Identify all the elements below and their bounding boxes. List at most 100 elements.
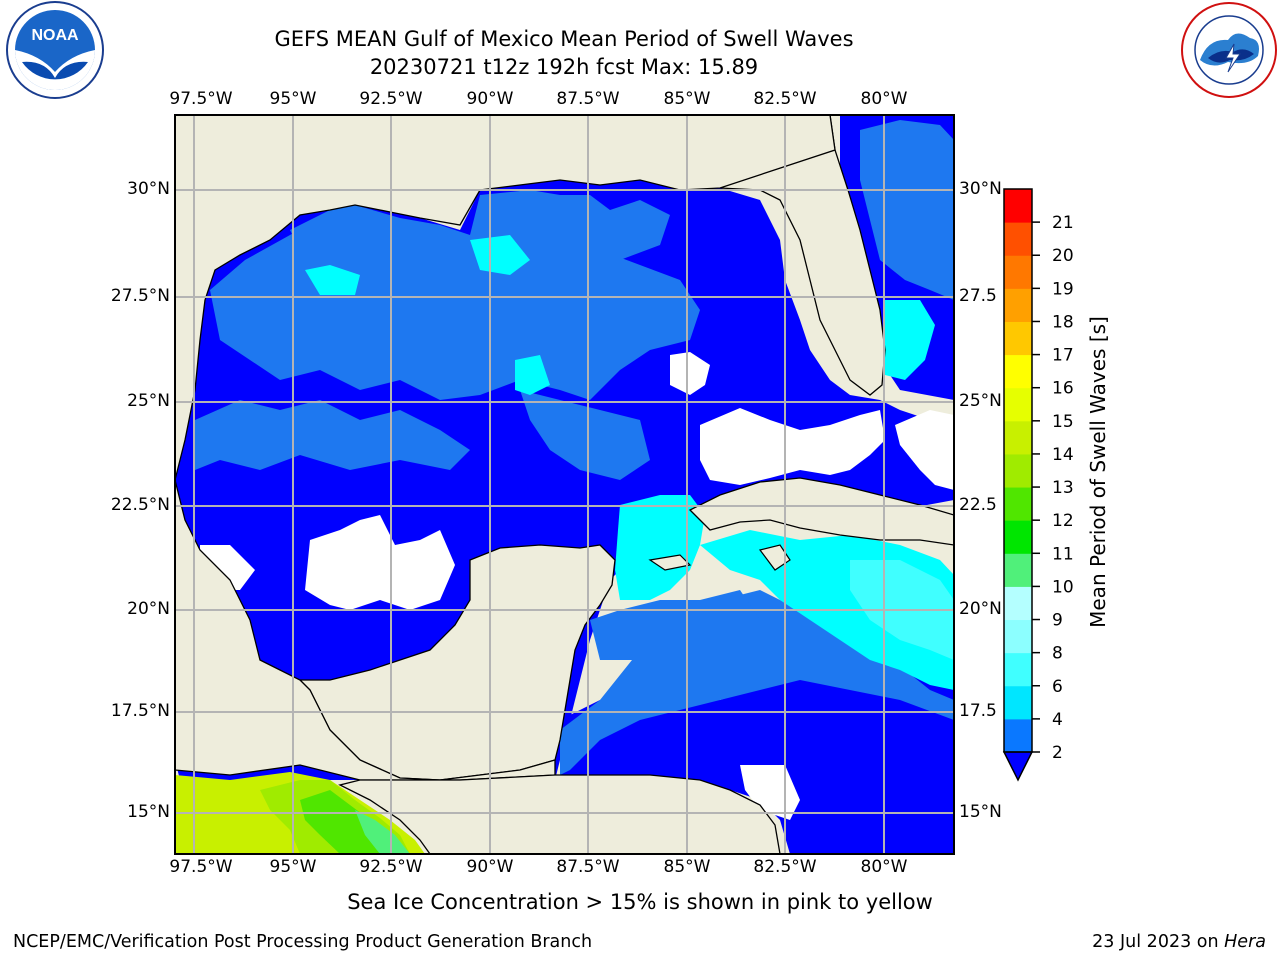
colorbar-tick-label: 14 (1052, 445, 1074, 465)
colorbar-segment (1004, 520, 1032, 554)
lat-label-left: 20°N (127, 599, 170, 619)
cyan-gulf-nw (305, 265, 360, 295)
colorbar: 2 4 6 8 9 10 11 12 13 14 15 16 17 18 19 20 21 (1002, 188, 1074, 782)
chart-title: GEFS MEAN Gulf of Mexico Mean Period of … (274, 27, 854, 51)
graticule (175, 115, 954, 854)
lon-label-bottom: 87.5°W (556, 857, 620, 877)
land-hispaniola (758, 544, 791, 571)
cyan-yucatan (615, 495, 705, 600)
colorbar-label: Mean Period of Swell Waves [s] (1086, 316, 1110, 628)
mid-blue-west (195, 400, 470, 470)
colorbar-segment (1004, 685, 1032, 720)
lon-label-top: 95°W (269, 89, 317, 109)
mid-blue-center (520, 390, 650, 480)
lon-label-top: 92.5°W (359, 89, 423, 109)
colorbar-tick-label: 18 (1052, 312, 1074, 332)
land-west-mexico (175, 479, 556, 781)
lat-label-right: 25°N (959, 391, 1002, 411)
mid-blue-caribbean2 (590, 590, 760, 660)
colorbar-tick-label: 15 (1052, 412, 1074, 432)
lon-label-bottom: 97.5°W (169, 857, 233, 877)
sea-ice-note: Sea Ice Concentration > 15% is shown in … (347, 890, 933, 914)
colorbar-segment (1004, 354, 1032, 389)
lat-label-right: 20°N (959, 599, 1002, 619)
lon-label-top: 82.5°W (753, 89, 817, 109)
nodata-straits (700, 408, 885, 485)
noaa-logo: NOAA (0, 0, 110, 105)
colorbar-tick-label: 10 (1052, 577, 1074, 597)
colorbar-tick-label: 11 (1052, 544, 1074, 564)
mid-blue-north2 (290, 190, 670, 280)
colorbar-segment (1004, 288, 1032, 322)
colorbar-segment (1004, 321, 1032, 356)
lon-label-top: 90°W (466, 89, 514, 109)
land-cuba (688, 477, 954, 546)
lat-label-left: 22.5°N (110, 495, 170, 515)
colorbar-tick-label: 19 (1052, 279, 1074, 299)
colorbar-tick-label: 21 (1052, 213, 1074, 233)
footer-host: Hera (1224, 932, 1266, 952)
colorbar-tick-label: 2 (1052, 743, 1063, 763)
land-central-america (338, 774, 781, 854)
lon-label-bottom: 80°W (860, 857, 908, 877)
lon-label-top: 80°W (860, 89, 908, 109)
colorbar-segment (1004, 718, 1032, 753)
cyan-gulf-center (515, 355, 550, 395)
colorbar-tick-label: 6 (1052, 677, 1063, 697)
nodata-e1 (670, 352, 710, 395)
lon-label-top: 87.5°W (556, 89, 620, 109)
nodata-cuba-e (895, 410, 954, 490)
colorbar-tick-label: 20 (1052, 246, 1074, 266)
lat-label-right: 15°N (959, 802, 1002, 822)
pacific-green3 (355, 810, 410, 854)
colorbar-tick-label: 13 (1052, 478, 1074, 498)
footer-date: 23 Jul 2023 on (1092, 932, 1225, 952)
chart-subtitle: 20230721 t12z 192h fcst Max: 15.89 (369, 55, 759, 79)
noaa-logo-text: NOAA (31, 27, 79, 44)
colorbar-segment (1004, 652, 1032, 687)
lon-label-bottom: 95°W (269, 857, 317, 877)
lon-label-bottom: 85°W (663, 857, 711, 877)
lon-label-top: 85°W (663, 89, 711, 109)
lat-label-right: 30°N (959, 179, 1002, 199)
colorbar-segment (1004, 487, 1032, 521)
colorbar-tick-label: 8 (1052, 644, 1063, 664)
map-frame (174, 114, 955, 855)
colorbar-segment (1004, 553, 1032, 587)
nodata-w1 (305, 515, 455, 610)
lat-label-left: 27.5°N (110, 286, 170, 306)
nws-logo (1178, 0, 1280, 100)
colorbar-tick-label: 4 (1052, 710, 1063, 730)
colorbar-tick-label: 9 (1052, 611, 1063, 631)
lat-label-left: 30°N (127, 179, 170, 199)
colorbar-tick-label: 12 (1052, 511, 1074, 531)
colorbar-segment (1004, 453, 1032, 488)
footer-left: NCEP/EMC/Verification Post Processing Pr… (13, 932, 593, 952)
colorbar-tick-label: 17 (1052, 346, 1074, 366)
footer-right: 23 Jul 2023 on Hera (1092, 932, 1266, 952)
colorbar-frame (1003, 188, 1033, 753)
colorbar-extend-arrow (1002, 751, 1034, 782)
cyan-atlantic (882, 300, 935, 380)
colorbar-segment (1004, 619, 1032, 654)
cyan-gulf-north (470, 235, 530, 275)
lat-label-left: 15°N (127, 802, 170, 822)
colorbar-segment (1004, 255, 1032, 289)
colorbar-segment (1004, 387, 1032, 422)
lon-label-bottom: 92.5°W (359, 857, 423, 877)
colorbar-segment (1004, 222, 1032, 256)
colorbar-segment (1004, 586, 1032, 621)
lat-label-left: 17.5°N (110, 701, 170, 721)
lat-label-right: 22.5 (959, 495, 997, 515)
map-field (175, 115, 954, 854)
colorbar-segment (1004, 420, 1032, 455)
lon-label-top: 97.5°W (169, 89, 233, 109)
lon-label-bottom: 90°W (466, 857, 514, 877)
lat-label-right: 17.5 (959, 701, 997, 721)
colorbar-tick-label: 16 (1052, 379, 1074, 399)
lon-label-bottom: 82.5°W (753, 857, 817, 877)
colorbar-segment (1004, 189, 1032, 223)
lat-label-right: 27.5 (959, 286, 997, 306)
lat-label-left: 25°N (127, 391, 170, 411)
